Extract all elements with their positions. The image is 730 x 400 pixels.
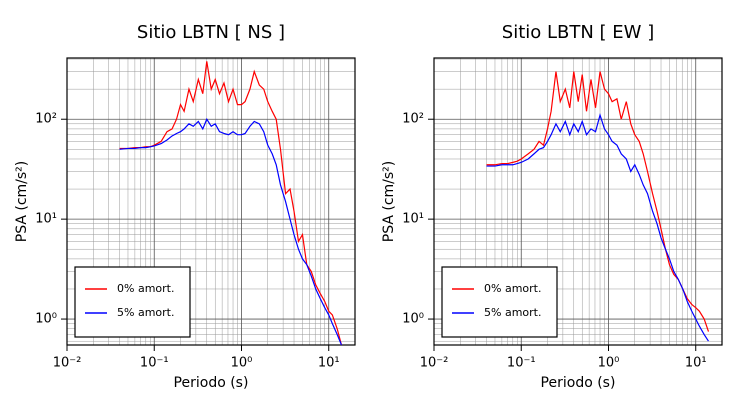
y-tick-label: 10¹ <box>402 212 424 227</box>
legend-box <box>441 266 558 338</box>
plot-frame <box>433 57 723 346</box>
y-tick-label: 10² <box>402 112 424 127</box>
legend-box <box>74 266 191 338</box>
chart-title: Sitio LBTN [ NS ] <box>137 22 285 43</box>
y-axis-label: PSA (cm/s²) <box>381 161 397 243</box>
x-tick-label: 10⁻¹ <box>140 356 169 371</box>
legend-label: 0% amort. <box>484 282 541 295</box>
y-axis-label: PSA (cm/s²) <box>14 161 30 243</box>
x-tick-label: 10⁻¹ <box>507 356 536 371</box>
x-tick-label: 10¹ <box>685 356 707 371</box>
series-line <box>486 71 710 332</box>
x-tick-label: 10¹ <box>318 356 340 371</box>
panel: Sitio LBTN [ EW ] Periodo (s) PSA (cm/s²) 1… <box>381 22 723 391</box>
chart-title: Sitio LBTN [ EW ] <box>502 22 654 43</box>
x-tick-label: 10⁻² <box>53 356 82 371</box>
series-line <box>486 112 709 342</box>
y-tick-label: 10² <box>35 112 57 127</box>
y-tick-label: 10⁰ <box>402 312 424 327</box>
legend-label: 5% amort. <box>117 306 174 319</box>
legend-label: 5% amort. <box>484 306 541 319</box>
plot-frame <box>66 57 356 346</box>
x-tick-label: 10⁻² <box>420 356 449 371</box>
y-tick-label: 10¹ <box>35 212 57 227</box>
panel: Sitio LBTN [ NS ] Periodo (s) PSA (cm/s²) 1… <box>14 22 356 391</box>
x-tick-label: 10⁰ <box>598 356 620 371</box>
x-tick-label: 10⁰ <box>231 356 253 371</box>
legend-label: 0% amort. <box>117 282 174 295</box>
x-axis-label: Periodo (s) <box>541 375 616 391</box>
x-axis-label: Periodo (s) <box>174 375 249 391</box>
y-tick-label: 10⁰ <box>35 312 57 327</box>
series-line <box>119 117 343 346</box>
